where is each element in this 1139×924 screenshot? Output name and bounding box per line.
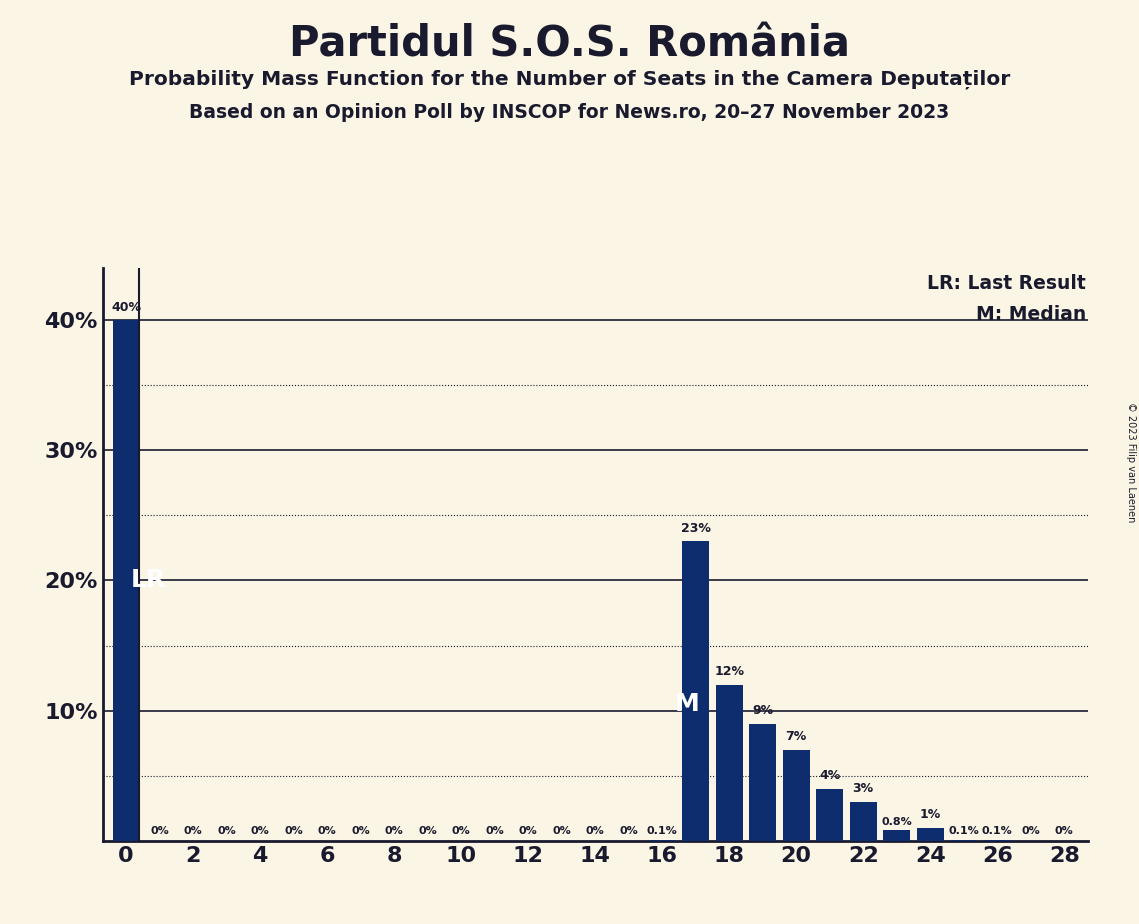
Text: 0%: 0% — [518, 826, 538, 835]
Text: 0%: 0% — [585, 826, 605, 835]
Text: 1%: 1% — [919, 808, 941, 821]
Bar — [715, 685, 743, 841]
Text: 0%: 0% — [1022, 826, 1040, 835]
Text: 12%: 12% — [714, 665, 744, 678]
Text: 0.1%: 0.1% — [982, 826, 1013, 835]
Text: 0%: 0% — [418, 826, 437, 835]
Text: LR: Last Result: LR: Last Result — [927, 274, 1085, 293]
Text: 3%: 3% — [853, 783, 874, 796]
Bar — [817, 789, 843, 841]
Text: 0%: 0% — [150, 826, 169, 835]
Text: 9%: 9% — [752, 704, 773, 717]
Text: 0%: 0% — [1055, 826, 1074, 835]
Text: 4%: 4% — [819, 770, 841, 783]
Text: 0%: 0% — [218, 826, 236, 835]
Bar — [917, 828, 943, 841]
Bar — [884, 831, 910, 841]
Text: LR: LR — [131, 568, 166, 592]
Text: 40%: 40% — [110, 300, 141, 313]
Bar — [850, 802, 877, 841]
Text: Probability Mass Function for the Number of Seats in the Camera Deputaților: Probability Mass Function for the Number… — [129, 69, 1010, 89]
Text: 0%: 0% — [351, 826, 370, 835]
Text: 23%: 23% — [681, 522, 711, 535]
Text: M: Median: M: Median — [975, 305, 1085, 324]
Text: Based on an Opinion Poll by INSCOP for News.ro, 20–27 November 2023: Based on an Opinion Poll by INSCOP for N… — [189, 103, 950, 123]
Text: 0.8%: 0.8% — [882, 817, 912, 826]
Bar — [649, 840, 675, 841]
Bar — [113, 320, 139, 841]
Bar — [782, 749, 810, 841]
Bar — [682, 541, 710, 841]
Text: M: M — [675, 692, 699, 716]
Bar — [984, 840, 1010, 841]
Text: Partidul S.O.S. România: Partidul S.O.S. România — [289, 23, 850, 65]
Text: 0%: 0% — [552, 826, 571, 835]
Text: 0.1%: 0.1% — [647, 826, 678, 835]
Text: 0%: 0% — [251, 826, 270, 835]
Text: 0%: 0% — [485, 826, 503, 835]
Text: 0%: 0% — [385, 826, 403, 835]
Text: 0%: 0% — [452, 826, 470, 835]
Text: 7%: 7% — [786, 730, 806, 743]
Text: 0%: 0% — [620, 826, 638, 835]
Text: 0%: 0% — [284, 826, 303, 835]
Text: © 2023 Filip van Laenen: © 2023 Filip van Laenen — [1126, 402, 1136, 522]
Bar — [749, 723, 776, 841]
Text: 0.1%: 0.1% — [949, 826, 980, 835]
Text: 0%: 0% — [183, 826, 203, 835]
Text: 0%: 0% — [318, 826, 336, 835]
Bar — [950, 840, 977, 841]
